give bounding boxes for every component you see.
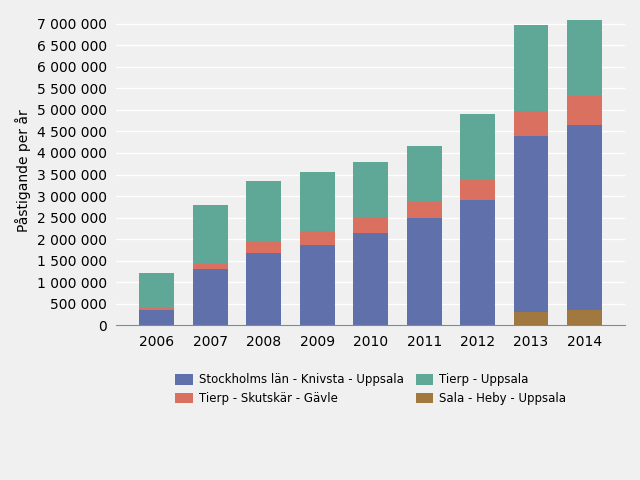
Bar bbox=[567, 125, 602, 310]
Bar bbox=[567, 310, 602, 325]
Bar bbox=[300, 245, 335, 325]
Bar bbox=[300, 172, 335, 231]
Bar bbox=[407, 202, 442, 217]
Bar bbox=[353, 233, 388, 325]
Bar bbox=[353, 217, 388, 233]
Bar bbox=[514, 25, 548, 111]
Bar bbox=[300, 231, 335, 245]
Bar bbox=[460, 114, 495, 180]
Bar bbox=[514, 136, 548, 312]
Bar bbox=[140, 308, 174, 310]
Bar bbox=[514, 111, 548, 136]
Legend: Stockholms län - Knivsta - Uppsala, Tierp - Skutskär - Gävle, Tierp - Uppsala, S: Stockholms län - Knivsta - Uppsala, Tier… bbox=[170, 369, 571, 410]
Bar bbox=[567, 96, 602, 125]
Bar bbox=[407, 146, 442, 202]
Bar bbox=[246, 181, 281, 241]
Y-axis label: Påstigande per år: Påstigande per år bbox=[15, 109, 31, 231]
Bar bbox=[460, 200, 495, 325]
Bar bbox=[514, 312, 548, 325]
Bar bbox=[140, 273, 174, 308]
Bar bbox=[567, 20, 602, 96]
Bar bbox=[353, 162, 388, 217]
Bar bbox=[246, 241, 281, 253]
Bar bbox=[193, 269, 228, 325]
Bar bbox=[407, 217, 442, 325]
Bar bbox=[460, 180, 495, 200]
Bar bbox=[140, 310, 174, 325]
Bar bbox=[193, 264, 228, 269]
Bar bbox=[246, 253, 281, 325]
Bar bbox=[193, 204, 228, 264]
